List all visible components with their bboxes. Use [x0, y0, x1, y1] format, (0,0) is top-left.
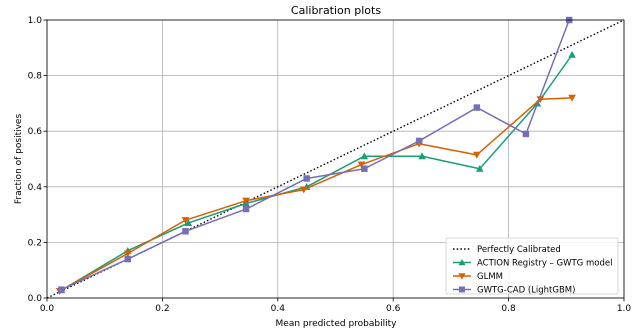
data-point	[357, 161, 366, 169]
y-tick-label: 0.2	[28, 238, 42, 248]
data-point	[242, 205, 250, 213]
data-point	[123, 250, 132, 258]
data-point	[568, 50, 576, 58]
series-line	[46, 19, 625, 299]
y-tick-label: 0.0	[28, 294, 43, 304]
y-axis-label: Fraction of positives	[14, 114, 24, 205]
legend-label: GLMM	[477, 272, 503, 282]
legend-marker	[458, 273, 466, 280]
x-axis-label: Mean predicted probability	[276, 319, 398, 329]
data-point	[303, 175, 310, 182]
chart-title: Calibration plots	[291, 4, 381, 17]
y-tick-label: 0.8	[28, 72, 43, 82]
data-point	[568, 94, 576, 102]
data-point	[522, 130, 530, 138]
data-point	[181, 217, 190, 224]
series-0	[46, 19, 625, 299]
legend-label: ACTION Registry – GWTG model	[477, 259, 612, 269]
x-tick-label: 1.0	[617, 304, 632, 314]
y-tick-label: 0.4	[28, 183, 43, 193]
legend-marker	[459, 286, 465, 293]
x-tick-label: 0.6	[386, 304, 401, 314]
legend-label: Perfectly Calibrated	[477, 245, 561, 255]
data-point	[242, 197, 250, 205]
x-tick-label: 0.2	[155, 304, 169, 314]
data-point	[473, 104, 481, 111]
legend-label: GWTG-CAD (LightGBM)	[477, 286, 575, 296]
data-point	[184, 219, 193, 226]
data-point	[415, 137, 423, 145]
data-point	[299, 186, 308, 194]
data-point	[536, 96, 545, 104]
plot-frame	[46, 19, 625, 299]
series-3	[58, 16, 573, 293]
data-point	[124, 255, 132, 263]
y-tick-label: 1.0	[28, 16, 43, 26]
data-point	[58, 286, 65, 293]
legend-box	[445, 237, 619, 295]
legend-marker	[458, 259, 466, 266]
series-line	[59, 97, 573, 292]
data-point	[418, 152, 426, 160]
x-tick-label: 0.0	[40, 304, 55, 314]
data-point	[361, 165, 368, 172]
data-point	[182, 228, 189, 235]
series-line	[61, 19, 570, 291]
x-tick-label: 0.4	[271, 304, 286, 314]
x-tick-label: 0.8	[501, 304, 516, 314]
plot-series	[46, 16, 625, 299]
data-point	[473, 151, 481, 159]
axis-ticks: 0.0 0.2 0.4 0.6 0.8 1.0 0.0 0.2 0.4 0.6 0.8 1.0	[28, 16, 632, 314]
legend: Perfectly Calibrated ACTION Registry – GW…	[445, 237, 619, 296]
data-point	[360, 152, 369, 160]
y-tick-label: 0.6	[28, 127, 43, 137]
data-point	[475, 164, 484, 172]
